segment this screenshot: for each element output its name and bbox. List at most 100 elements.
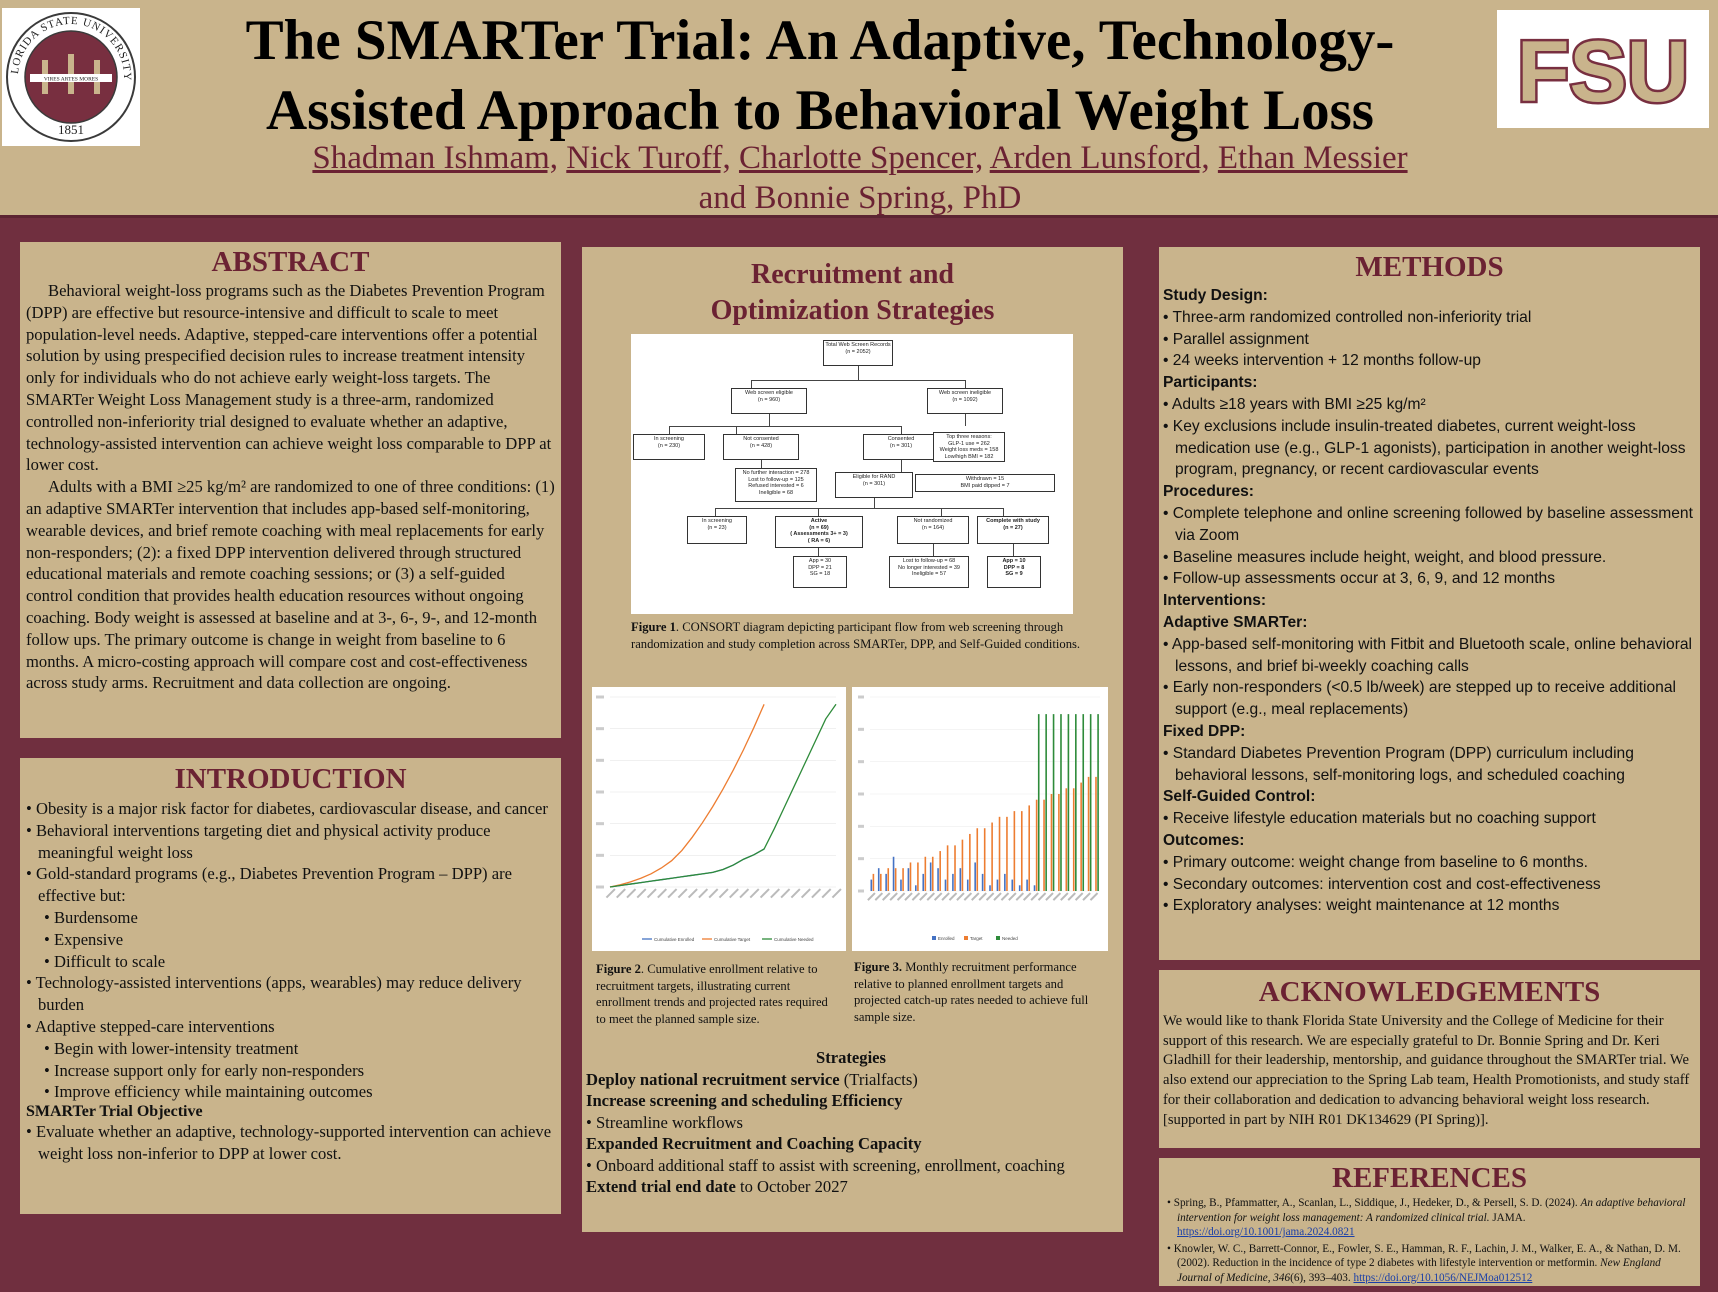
x-tick-label <box>963 892 973 901</box>
methods-section-heading: Procedures: <box>1163 483 1254 501</box>
bar <box>946 845 949 891</box>
x-tick-label <box>1074 892 1084 901</box>
methods-item: • Early non-responders (<0.5 lb/week) ar… <box>1163 679 1676 719</box>
x-tick-label <box>1089 892 1099 901</box>
methods-heading: METHODS <box>1355 251 1504 283</box>
author-last: and Bonnie Spring, PhD <box>698 180 1022 216</box>
x-tick-label <box>667 888 678 899</box>
bar <box>983 828 986 891</box>
consort-connector <box>1003 508 1004 516</box>
x-tick-label <box>677 888 688 899</box>
introduction-heading: INTRODUCTION <box>174 763 407 795</box>
bar <box>1072 788 1075 891</box>
reference-1: • Spring, B., Pfammatter, A., Scanlan, L… <box>1167 1197 1686 1239</box>
bar <box>1067 714 1070 891</box>
author-5[interactable]: Ethan Messier <box>1217 140 1408 176</box>
consort-connector <box>818 548 819 556</box>
cumulative-enrollment-chart: Cumulative Enrolled Cumulative Target Cumu… <box>592 687 846 951</box>
consort-not-consented-box: Not consented (n = 428) <box>723 434 799 460</box>
x-tick-label <box>941 892 950 901</box>
y-tick-label <box>596 885 604 889</box>
author-3[interactable]: Charlotte Spencer, <box>738 140 984 176</box>
y-tick-label <box>858 760 864 764</box>
consort-consented-box: Consented (n = 301) <box>863 434 939 460</box>
x-tick-label <box>882 892 891 901</box>
consort-connector <box>933 544 934 556</box>
abstract-heading: ABSTRACT <box>211 246 370 278</box>
bar <box>1050 794 1053 891</box>
x-tick-label <box>874 892 884 901</box>
introduction-item: • Behavioral interventions targeting die… <box>26 820 491 862</box>
author-2[interactable]: Nick Turoff, <box>566 140 731 176</box>
consort-eligible-box: Web screen eligible (n = 960) <box>731 388 807 414</box>
introduction-item: • Expensive <box>44 929 124 949</box>
recruitment-panel: Recruitment and Optimization Strategies … <box>582 247 1123 1232</box>
author-4[interactable]: Arden Lunsford, <box>989 140 1210 176</box>
legend-label: Cumulative Enrolled <box>654 937 695 942</box>
methods-section-heading: Adaptive SMARTer: <box>1163 613 1308 631</box>
y-tick-label <box>858 727 864 731</box>
bar <box>1087 776 1090 891</box>
bar <box>872 873 875 891</box>
consort-connector <box>751 380 965 381</box>
bar <box>976 828 979 891</box>
monthly-recruitment-svg: Enrolled Target Needed <box>858 695 1100 941</box>
x-tick-label <box>616 888 626 899</box>
author-1[interactable]: Shadman Ishmam, <box>312 140 559 176</box>
bar <box>937 868 939 891</box>
methods-section-heading: Fixed DPP: <box>1163 722 1246 740</box>
bar <box>1035 799 1038 891</box>
bar <box>1004 873 1006 891</box>
consort-connector <box>818 508 819 516</box>
consort-in-screening-box: In screening (n = 230) <box>633 434 705 460</box>
x-tick-label <box>1022 892 1032 901</box>
methods-item: • 24 weeks intervention + 12 months foll… <box>1163 352 1481 370</box>
methods-section-heading: Outcomes: <box>1163 831 1245 849</box>
consort-connector <box>1013 544 1014 556</box>
reference-1-link[interactable]: https://doi.org/10.1001/jama.2024.0821 <box>1177 1226 1355 1239</box>
methods-item: • Key exclusions include insulin-treated… <box>1163 417 1686 479</box>
bar <box>991 822 993 891</box>
consort-eligible-rand-box: Eligible for RAND (n = 301) <box>835 472 913 498</box>
introduction-item: • Improve efficiency while maintaining o… <box>44 1082 373 1102</box>
x-tick-label <box>831 888 842 899</box>
bar <box>909 862 912 891</box>
x-tick-label <box>1037 892 1047 901</box>
y-tick-label <box>858 792 864 796</box>
x-tick-label <box>739 888 750 899</box>
abstract-paragraph-1: Behavioral weight-loss programs such as … <box>26 281 552 475</box>
consort-connector <box>761 460 762 468</box>
cumulative-enrollment-svg: Cumulative Enrolled Cumulative Target Cumu… <box>596 695 842 942</box>
acknowledgements-heading: ACKNOWLEDGEMENTS <box>1258 976 1601 1008</box>
bar <box>902 868 904 891</box>
bar <box>1095 776 1097 891</box>
figure-1-caption: Figure 1. CONSORT diagram depicting part… <box>631 620 1081 651</box>
bar <box>1043 799 1045 891</box>
methods-item: • App-based self-monitoring with Fitbit … <box>1163 635 1693 675</box>
bar <box>969 833 971 891</box>
consort-not-rand-reasons-box: Lost to follow-up = 68 No longer interest… <box>889 556 969 588</box>
x-tick-label <box>1052 892 1062 901</box>
x-tick-label <box>1060 892 1069 901</box>
bar <box>924 856 927 891</box>
strategy-3: Expanded Recruitment and Coaching Capaci… <box>586 1134 922 1153</box>
x-tick-label <box>933 892 943 901</box>
x-tick-label <box>1082 892 1091 901</box>
introduction-panel: INTRODUCTION • Obesity is a major risk f… <box>20 758 561 1214</box>
bar <box>1028 805 1031 891</box>
x-tick-label <box>919 892 928 901</box>
consort-connector <box>965 380 966 388</box>
consort-connector <box>715 508 1003 509</box>
x-tick-label <box>687 888 698 899</box>
svg-text:FSU: FSU <box>1517 24 1689 119</box>
consort-withdrawn-box: Withdrawn = 15 BMI paid dipped = 7 <box>915 474 1055 492</box>
objective-text: • Evaluate whether an adaptive, technolo… <box>26 1122 552 1163</box>
x-tick-label <box>956 892 965 901</box>
consort-connector <box>769 414 770 426</box>
reference-2-link[interactable]: https://doi.org/10.1056/NEJMoa012512 <box>1353 1271 1533 1284</box>
bar <box>989 885 991 891</box>
x-tick-label <box>780 888 791 899</box>
bar <box>1033 885 1036 891</box>
x-tick-label <box>749 888 760 899</box>
consort-connector <box>669 426 901 427</box>
